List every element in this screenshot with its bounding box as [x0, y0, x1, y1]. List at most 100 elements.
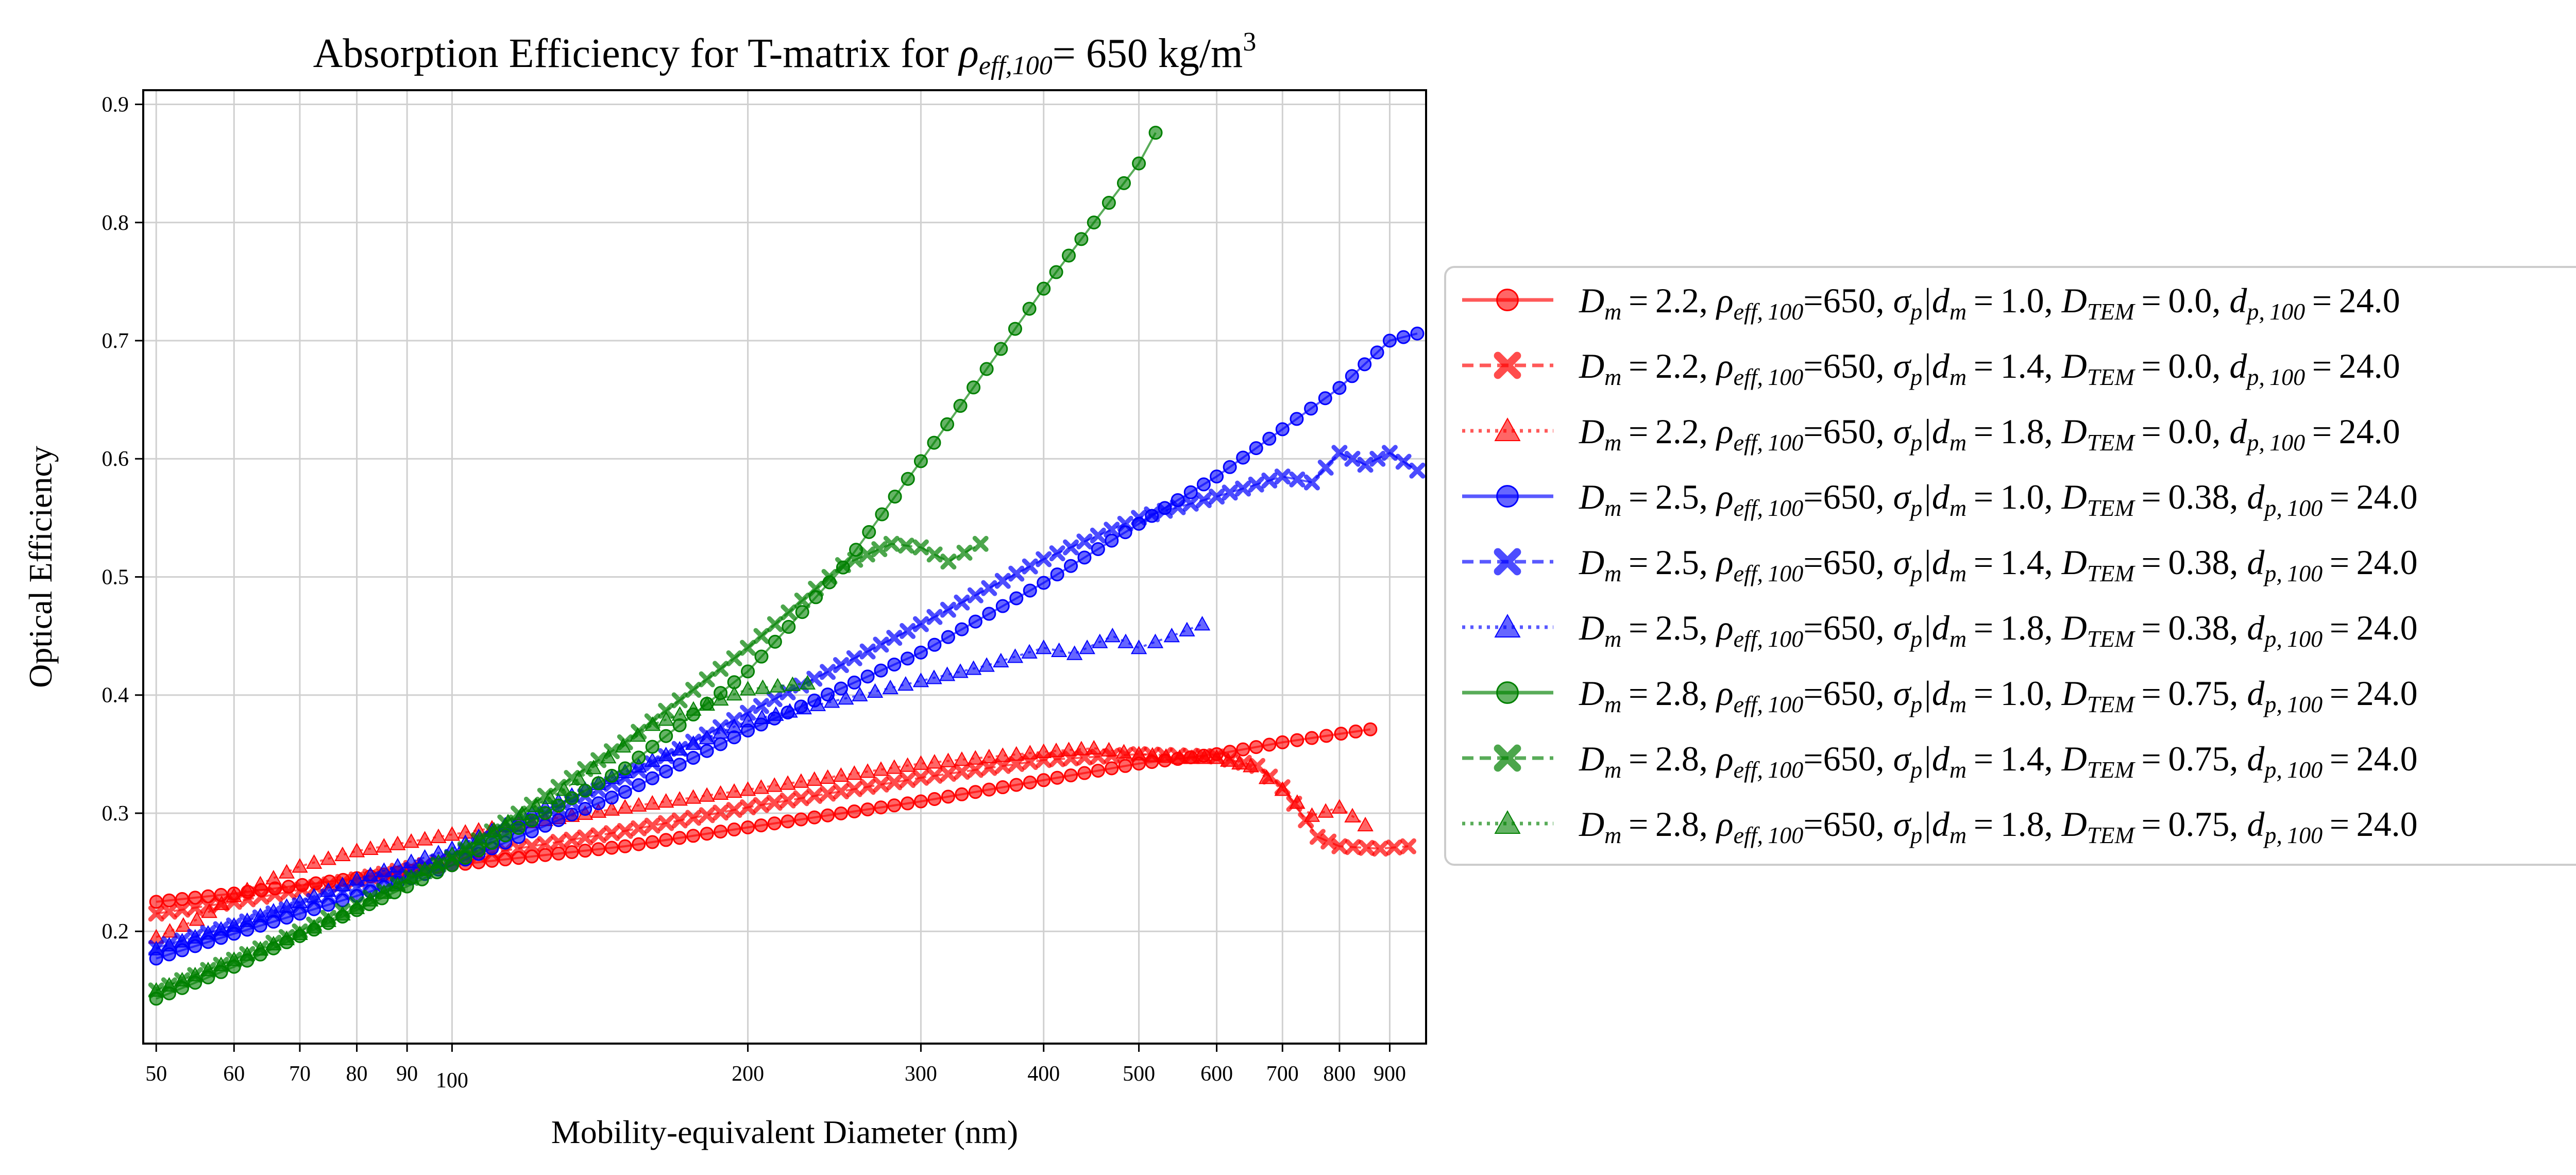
data-point-x — [577, 829, 594, 846]
data-point-x — [1063, 539, 1079, 556]
data-point-triangle — [306, 854, 323, 869]
data-point-circle — [727, 822, 741, 837]
data-point-circle — [1050, 567, 1064, 582]
data-point-x — [981, 760, 997, 776]
data-point-circle — [1236, 742, 1250, 757]
data-point-triangle — [1158, 748, 1174, 763]
data-point-triangle — [1258, 769, 1275, 784]
data-point-triangle — [148, 941, 164, 955]
legend-label: Dm = 2.8, ρeff, 100=650, σp|dm = 1.8, DT… — [1579, 804, 2418, 848]
data-point-triangle — [362, 892, 379, 907]
data-point-triangle — [376, 838, 393, 853]
data-point-circle — [727, 730, 741, 745]
data-point-circle — [565, 807, 579, 821]
data-point-x — [900, 623, 916, 639]
data-point-x — [523, 838, 540, 854]
data-point-x — [1400, 838, 1416, 854]
data-point-triangle — [486, 821, 502, 837]
data-point-triangle — [603, 801, 620, 816]
data-point-triangle — [590, 803, 607, 818]
x-tick-label: 100 — [436, 1069, 468, 1093]
data-point-circle — [1262, 737, 1277, 752]
data-point-x — [1131, 510, 1147, 526]
y-tick-label: 0.4 — [102, 684, 129, 708]
legend-item: Dm = 2.5, ρeff, 100=650, σp|dm = 1.0, DT… — [1462, 477, 2418, 521]
data-point-x — [699, 807, 715, 824]
data-point-x — [1395, 454, 1412, 470]
data-point-circle — [618, 839, 632, 853]
data-point-circle — [1008, 322, 1022, 336]
data-point-triangle — [886, 759, 903, 774]
data-point-x — [511, 840, 527, 857]
data-point-circle — [754, 818, 768, 833]
data-point-circle — [578, 783, 592, 798]
data-point-triangle — [1183, 749, 1200, 764]
data-point-x — [967, 762, 984, 778]
data-point-circle — [901, 651, 915, 666]
data-point-x — [847, 551, 863, 568]
data-point-x — [1182, 495, 1199, 512]
data-point-triangle — [1144, 747, 1161, 762]
data-point-circle — [1334, 727, 1348, 741]
data-point-x — [859, 546, 875, 563]
data-point-triangle — [685, 735, 702, 750]
data-point-circle — [1223, 460, 1237, 474]
data-point-triangle — [754, 679, 771, 694]
data-point-circle — [1022, 301, 1037, 316]
data-point-x — [713, 804, 729, 821]
data-point-circle — [994, 342, 1008, 356]
data-point-circle — [1037, 576, 1051, 590]
data-point-x — [148, 905, 164, 922]
legend-item: Dm = 2.2, ρeff, 100=650, σp|dm = 1.8, DT… — [1462, 412, 2400, 456]
data-point-triangle — [1317, 803, 1334, 818]
data-point-triangle — [838, 690, 854, 705]
data-point-circle — [741, 820, 755, 834]
y-tick-label: 0.9 — [102, 93, 129, 117]
data-point-x — [658, 815, 674, 831]
data-point-triangle — [403, 833, 419, 848]
data-point-circle — [1116, 176, 1131, 190]
data-point-triangle — [292, 858, 308, 873]
data-point-circle — [862, 525, 876, 539]
data-point-triangle — [201, 903, 217, 918]
data-point-x — [821, 568, 838, 585]
data-point-triangle — [161, 923, 178, 938]
data-point-circle — [767, 816, 782, 831]
data-point-circle — [901, 472, 915, 486]
data-point-circle — [1249, 441, 1263, 456]
data-point-x — [1381, 445, 1398, 461]
data-point-circle — [741, 664, 755, 679]
data-point-circle — [1396, 330, 1411, 344]
data-point-triangle — [1357, 816, 1374, 832]
data-point-triangle — [187, 966, 204, 982]
data-point-triangle — [799, 675, 816, 690]
data-point-triangle — [500, 814, 516, 829]
data-point-x — [1331, 445, 1348, 461]
data-point-x — [253, 888, 269, 905]
data-point-x — [846, 781, 862, 797]
data-point-circle — [1037, 281, 1051, 296]
data-point-triangle — [1022, 745, 1038, 760]
data-point-x — [267, 886, 283, 902]
data-point-triangle — [978, 657, 995, 672]
data-point-circle — [982, 782, 996, 797]
data-point-circle — [1304, 401, 1318, 416]
data-point-triangle — [1066, 645, 1083, 660]
data-point-triangle — [1050, 642, 1067, 657]
data-point-circle — [1009, 778, 1024, 792]
data-point-circle — [551, 846, 566, 861]
legend-label: Dm = 2.5, ρeff, 100=650, σp|dm = 1.8, DT… — [1579, 608, 2418, 652]
data-point-x — [1090, 527, 1106, 544]
data-point-circle — [860, 669, 875, 684]
data-point-x — [1008, 565, 1025, 582]
data-point-triangle — [292, 925, 308, 941]
data-point-circle — [782, 619, 796, 634]
y-tick-label: 0.8 — [102, 211, 129, 235]
data-point-triangle — [1171, 749, 1188, 764]
legend-label: Dm = 2.5, ρeff, 100=650, σp|dm = 1.0, DT… — [1579, 477, 2418, 521]
data-point-triangle — [657, 793, 674, 808]
data-point-x — [753, 628, 770, 644]
data-point-triangle — [570, 770, 587, 785]
data-point-circle — [941, 630, 955, 644]
x-tick-label: 300 — [905, 1062, 937, 1086]
